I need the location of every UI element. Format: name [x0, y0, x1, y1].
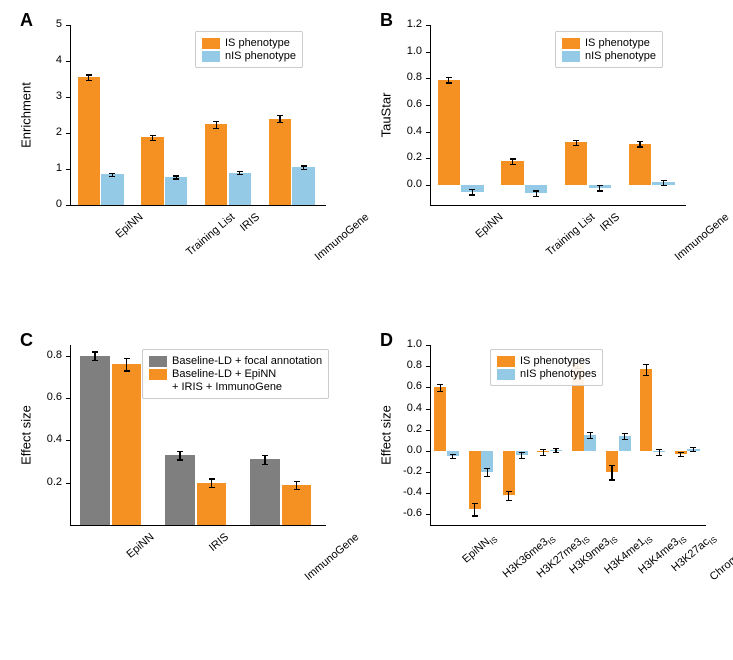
ytick-label: 0.4: [390, 402, 422, 414]
ytick-label: 0.4: [30, 433, 62, 445]
ytick-label: 0.6: [390, 98, 422, 110]
legend: IS phenotypenIS phenotype: [195, 31, 303, 68]
ytick-label: 0.0: [390, 178, 422, 190]
ytick-label: 0.6: [390, 380, 422, 392]
bar: [78, 77, 100, 205]
ytick-label: 5: [30, 18, 62, 30]
bar: [165, 177, 187, 205]
ytick-label: 0: [30, 198, 62, 210]
xtick-label: IRIS: [207, 531, 231, 554]
bar: [469, 451, 481, 509]
bar: [629, 144, 651, 185]
bar: [438, 80, 460, 185]
figure-container: AEnrichment012345EpiNNTraining ListIRISI…: [0, 0, 733, 660]
bar: [80, 356, 110, 525]
bar: [565, 142, 587, 185]
bar: [250, 459, 280, 525]
xtick-label: IRIS: [238, 211, 262, 234]
ytick-label: 0.2: [390, 423, 422, 435]
xtick-label: ImmunoGene: [302, 531, 361, 583]
bar: [434, 387, 446, 451]
bar: [165, 455, 195, 525]
ytick-label: 0.8: [390, 359, 422, 371]
xtick-label: EpiNN: [473, 211, 505, 241]
ytick-label: -0.2: [390, 465, 422, 477]
bar: [112, 364, 142, 525]
bar: [292, 167, 314, 205]
bar: [197, 483, 227, 525]
xtick-label: Training List: [184, 211, 237, 258]
ytick-label: -0.6: [390, 507, 422, 519]
legend: IS phenotypesnIS phenotypes: [490, 349, 603, 386]
ytick-label: 0.6: [30, 391, 62, 403]
ytick-label: 1.2: [390, 18, 422, 30]
ylabel: Effect size: [379, 405, 394, 465]
xtick-label: EpiNNIS: [460, 531, 499, 567]
ytick-label: 1.0: [390, 338, 422, 350]
ytick-label: 0.8: [30, 349, 62, 361]
ytick-label: 4: [30, 54, 62, 66]
bar: [229, 173, 251, 205]
legend: Baseline-LD + focal annotationBaseline-L…: [142, 349, 329, 399]
xtick-label: ImmunoGene: [313, 211, 372, 263]
bar: [205, 124, 227, 205]
xtick-label: IRIS: [598, 211, 622, 234]
ytick-label: 2: [30, 126, 62, 138]
bar: [503, 451, 515, 495]
ytick-label: 0.2: [390, 151, 422, 163]
ytick-label: 1: [30, 162, 62, 174]
xtick-label: EpiNN: [113, 211, 145, 241]
bar: [101, 174, 123, 205]
ytick-label: 0.0: [390, 444, 422, 456]
ytick-label: 3: [30, 90, 62, 102]
ytick-label: 1.0: [390, 45, 422, 57]
xtick-label: ImmunoGene: [673, 211, 732, 263]
bar: [282, 485, 312, 525]
ytick-label: -0.4: [390, 486, 422, 498]
bar: [640, 369, 652, 451]
bar: [141, 137, 163, 205]
legend: IS phenotypenIS phenotype: [555, 31, 663, 68]
ytick-label: 0.8: [390, 71, 422, 83]
xtick-label: EpiNN: [124, 531, 156, 561]
ytick-label: 0.2: [30, 476, 62, 488]
ytick-label: 0.4: [390, 125, 422, 137]
bar: [269, 119, 291, 205]
xtick-label: Training List: [544, 211, 597, 258]
